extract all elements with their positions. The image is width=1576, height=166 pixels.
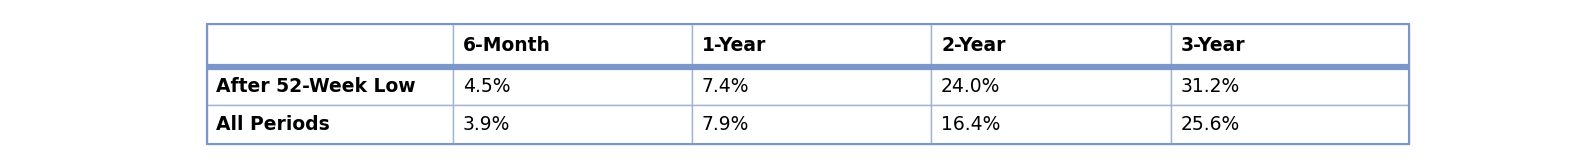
Bar bbox=[931, 24, 1171, 67]
Bar bbox=[206, 105, 454, 144]
Bar bbox=[454, 105, 692, 144]
Bar bbox=[692, 67, 931, 105]
Text: 16.4%: 16.4% bbox=[941, 115, 1001, 134]
Text: 3-Year: 3-Year bbox=[1180, 36, 1245, 55]
Text: 31.2%: 31.2% bbox=[1180, 77, 1240, 96]
Bar bbox=[931, 105, 1171, 144]
Bar bbox=[206, 24, 454, 67]
Bar bbox=[692, 105, 931, 144]
Text: 4.5%: 4.5% bbox=[463, 77, 511, 96]
Text: 6-Month: 6-Month bbox=[463, 36, 550, 55]
Bar bbox=[454, 67, 692, 105]
Text: 1-Year: 1-Year bbox=[701, 36, 766, 55]
Text: 3.9%: 3.9% bbox=[463, 115, 511, 134]
Bar bbox=[1171, 67, 1409, 105]
Text: All Periods: All Periods bbox=[216, 115, 329, 134]
Bar bbox=[206, 67, 454, 105]
Text: After 52-Week Low: After 52-Week Low bbox=[216, 77, 416, 96]
Text: 25.6%: 25.6% bbox=[1180, 115, 1240, 134]
Bar bbox=[1171, 105, 1409, 144]
Text: 24.0%: 24.0% bbox=[941, 77, 1001, 96]
Text: 2-Year: 2-Year bbox=[941, 36, 1005, 55]
Text: 7.4%: 7.4% bbox=[701, 77, 750, 96]
Bar bbox=[692, 24, 931, 67]
Bar bbox=[1171, 24, 1409, 67]
Bar bbox=[454, 24, 692, 67]
Text: 7.9%: 7.9% bbox=[701, 115, 749, 134]
Bar bbox=[931, 67, 1171, 105]
